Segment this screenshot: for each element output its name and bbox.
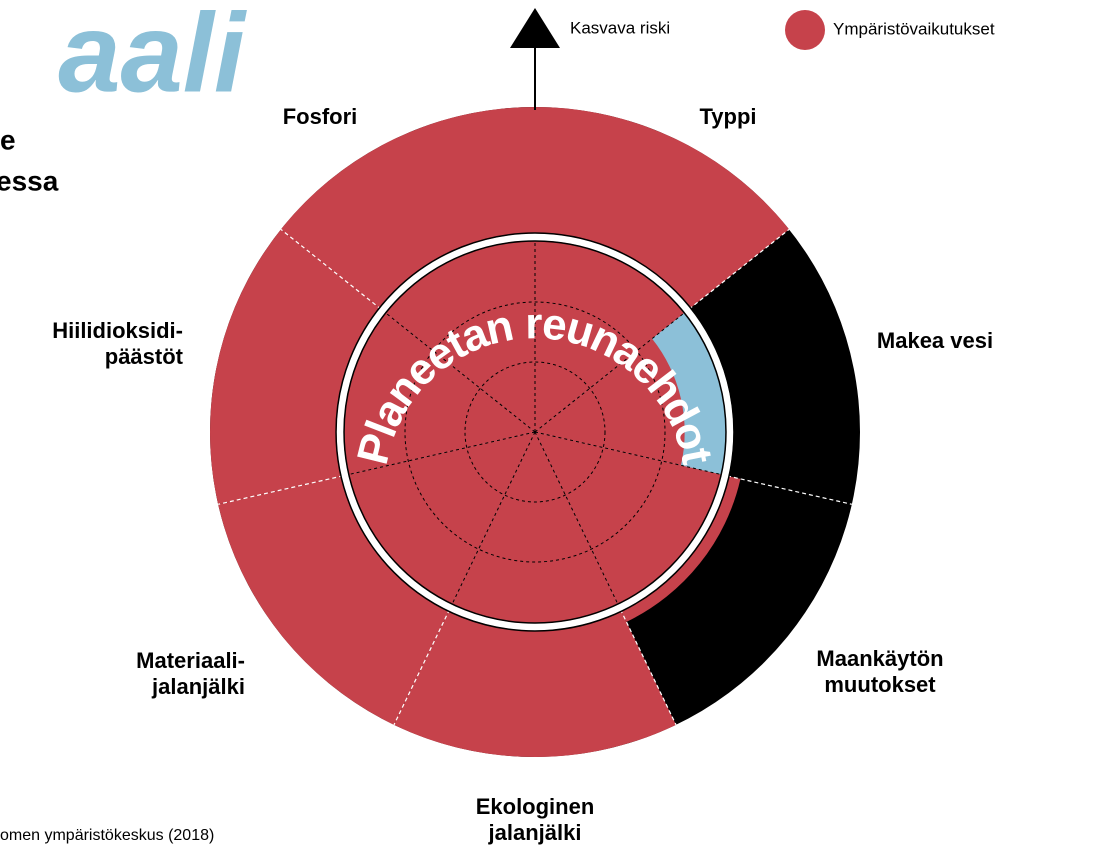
boundary-line <box>335 232 735 632</box>
divider <box>218 475 344 505</box>
inner-spoke <box>451 431 536 605</box>
category-label: muutokset <box>824 672 936 697</box>
axis-label: Kasvava riski <box>570 18 670 37</box>
inner-spoke <box>385 312 536 433</box>
category-label: Fosfori <box>283 104 358 129</box>
sector <box>535 338 685 466</box>
title-fragment: e <box>0 124 16 155</box>
category-label: Ekologinen <box>476 794 595 819</box>
category-label: Typpi <box>699 104 756 129</box>
sector <box>393 432 677 757</box>
title-fragment: aali <box>58 0 248 116</box>
divider <box>688 228 790 310</box>
legend-marker <box>785 10 825 50</box>
divider <box>619 609 677 726</box>
inner-spoke <box>534 431 619 605</box>
category-label: päästöt <box>105 344 184 369</box>
divider <box>393 609 451 726</box>
sector <box>535 107 790 432</box>
inner-spoke <box>534 312 685 433</box>
category-label: Maankäytön <box>816 646 943 671</box>
category-label: Hiilidioksidi- <box>52 318 183 343</box>
divider <box>726 475 852 505</box>
inner-spoke <box>348 431 536 475</box>
inner-spoke <box>534 431 722 475</box>
sector <box>280 107 535 432</box>
sector <box>535 432 741 622</box>
category-label: jalanjälki <box>151 674 245 699</box>
sector <box>218 432 535 725</box>
category-label: jalanjälki <box>488 820 582 845</box>
inner-ring <box>404 301 666 563</box>
divider <box>280 228 382 310</box>
source: omen ympäristökeskus (2018) <box>0 827 214 844</box>
category-label: Materiaali- <box>136 648 245 673</box>
sector <box>210 229 535 505</box>
boundary-ring <box>336 233 734 631</box>
category-label: Makea vesi <box>877 328 993 353</box>
legend-label: Ympäristövaikutukset <box>833 19 995 38</box>
title-fragment: essa <box>0 165 59 196</box>
boundary-line <box>343 240 727 624</box>
arrow-head <box>510 8 560 48</box>
inner-ring <box>464 361 606 503</box>
